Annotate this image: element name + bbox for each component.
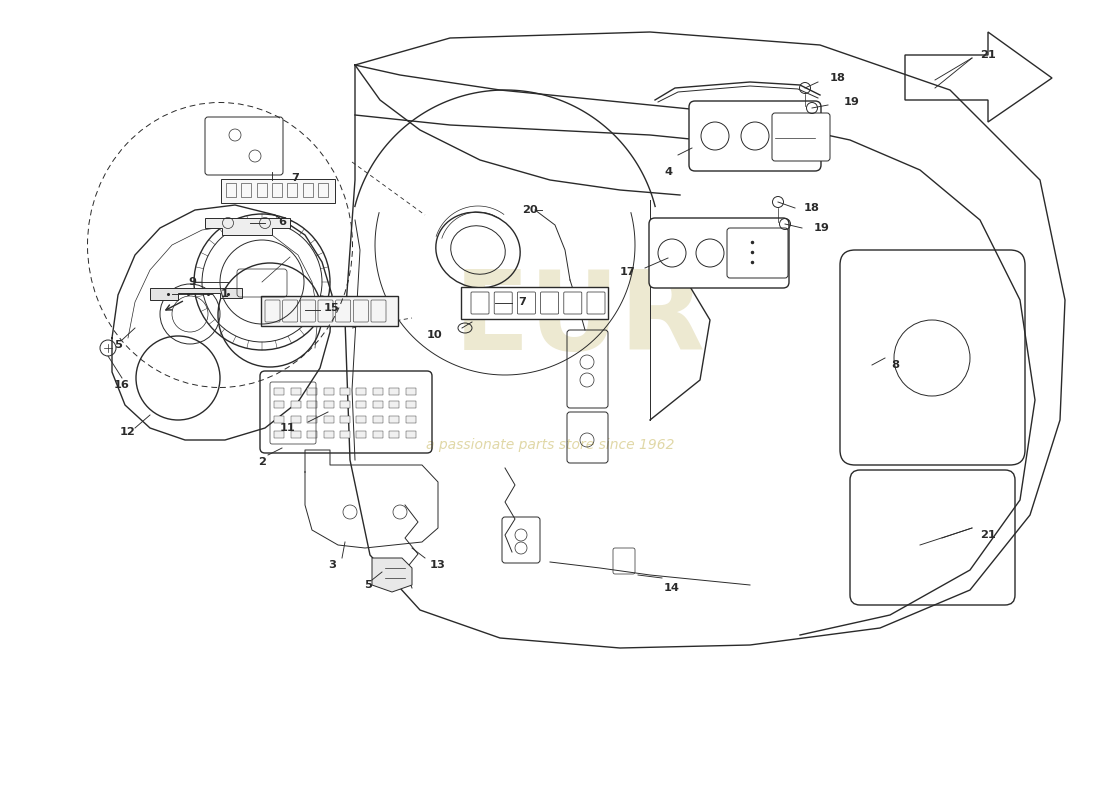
Text: 15: 15 <box>324 303 340 313</box>
FancyBboxPatch shape <box>323 416 333 423</box>
FancyBboxPatch shape <box>274 416 284 423</box>
Text: 12: 12 <box>120 427 136 437</box>
Text: 21: 21 <box>980 530 996 540</box>
Text: 1: 1 <box>221 289 229 299</box>
Text: 3: 3 <box>328 560 336 570</box>
FancyBboxPatch shape <box>307 416 317 423</box>
Text: 14: 14 <box>664 583 680 593</box>
FancyBboxPatch shape <box>307 431 317 438</box>
FancyBboxPatch shape <box>340 416 350 423</box>
FancyBboxPatch shape <box>340 401 350 408</box>
Text: 6: 6 <box>278 217 286 227</box>
FancyBboxPatch shape <box>406 388 416 395</box>
FancyBboxPatch shape <box>221 179 336 203</box>
Text: 4: 4 <box>664 167 672 177</box>
FancyBboxPatch shape <box>356 401 366 408</box>
Text: 11: 11 <box>280 423 296 433</box>
FancyBboxPatch shape <box>274 401 284 408</box>
FancyBboxPatch shape <box>290 388 300 395</box>
Text: 7: 7 <box>292 173 299 183</box>
FancyBboxPatch shape <box>340 388 350 395</box>
FancyBboxPatch shape <box>356 416 366 423</box>
FancyBboxPatch shape <box>406 431 416 438</box>
FancyBboxPatch shape <box>373 416 383 423</box>
FancyBboxPatch shape <box>323 431 333 438</box>
Text: EUR: EUR <box>454 266 706 374</box>
Text: 8: 8 <box>891 360 899 370</box>
Text: 20: 20 <box>522 205 538 215</box>
FancyBboxPatch shape <box>406 401 416 408</box>
Text: 5: 5 <box>114 340 122 350</box>
Text: 10: 10 <box>427 330 443 340</box>
FancyBboxPatch shape <box>274 388 284 395</box>
FancyBboxPatch shape <box>727 228 788 278</box>
Text: 16: 16 <box>114 380 130 390</box>
FancyBboxPatch shape <box>389 401 399 408</box>
Text: 13: 13 <box>430 560 446 570</box>
FancyBboxPatch shape <box>323 388 333 395</box>
Polygon shape <box>372 558 412 592</box>
Text: 17: 17 <box>620 267 636 277</box>
FancyBboxPatch shape <box>356 388 366 395</box>
FancyBboxPatch shape <box>274 431 284 438</box>
Text: 2: 2 <box>258 457 266 467</box>
FancyBboxPatch shape <box>461 287 608 319</box>
Polygon shape <box>205 218 290 235</box>
Text: 5: 5 <box>364 580 372 590</box>
FancyBboxPatch shape <box>406 416 416 423</box>
FancyBboxPatch shape <box>389 416 399 423</box>
FancyBboxPatch shape <box>389 431 399 438</box>
FancyBboxPatch shape <box>356 431 366 438</box>
Text: 18: 18 <box>830 73 846 83</box>
Text: 21: 21 <box>980 50 996 60</box>
FancyBboxPatch shape <box>261 296 398 326</box>
FancyBboxPatch shape <box>649 218 789 288</box>
FancyBboxPatch shape <box>290 416 300 423</box>
Text: a passionate parts store since 1962: a passionate parts store since 1962 <box>426 438 674 452</box>
FancyBboxPatch shape <box>307 388 317 395</box>
FancyBboxPatch shape <box>689 101 821 171</box>
FancyBboxPatch shape <box>323 401 333 408</box>
Text: 18: 18 <box>804 203 820 213</box>
FancyBboxPatch shape <box>772 113 830 161</box>
Text: 7: 7 <box>518 297 526 307</box>
Polygon shape <box>150 288 242 300</box>
FancyBboxPatch shape <box>307 401 317 408</box>
Text: 9: 9 <box>188 277 196 287</box>
FancyBboxPatch shape <box>290 431 300 438</box>
FancyBboxPatch shape <box>373 388 383 395</box>
FancyBboxPatch shape <box>389 388 399 395</box>
Text: 19: 19 <box>814 223 829 233</box>
FancyBboxPatch shape <box>373 431 383 438</box>
FancyBboxPatch shape <box>340 431 350 438</box>
Text: 19: 19 <box>844 97 860 107</box>
FancyBboxPatch shape <box>373 401 383 408</box>
FancyBboxPatch shape <box>290 401 300 408</box>
